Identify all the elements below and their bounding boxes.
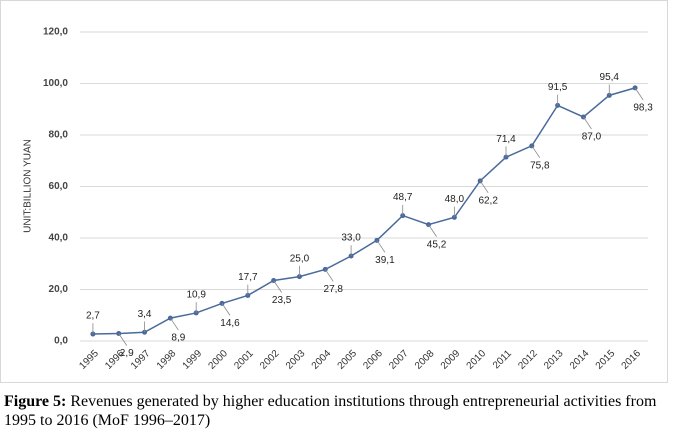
leader-line (634, 87, 644, 101)
series-line (92, 87, 636, 335)
leader-line (324, 269, 334, 282)
data-label: 8,9 (171, 333, 185, 344)
y-tick-label: 120,0 (43, 27, 68, 38)
y-tick-label: 100,0 (43, 78, 68, 89)
chart-border (0, 0, 668, 383)
data-label: 45,2 (427, 239, 447, 250)
leader-line (221, 303, 231, 316)
data-label: 3,4 (138, 309, 152, 320)
data-label: 48,0 (445, 194, 465, 205)
data-label: 17,7 (238, 272, 258, 283)
y-tick-label: 80,0 (49, 130, 69, 141)
data-label: 33,0 (341, 233, 361, 244)
caption-text: Revenues generated by higher education i… (4, 393, 657, 429)
y-tick-label: 20,0 (49, 284, 69, 295)
data-label: 14,6 (220, 318, 240, 329)
y-tick-label: 0,0 (54, 336, 68, 347)
data-label: 27,8 (324, 284, 344, 295)
data-label: 23,5 (272, 295, 292, 306)
data-label: 98,3 (633, 103, 653, 114)
y-tick-label: 40,0 (49, 233, 69, 244)
data-label: 2,7 (86, 311, 100, 322)
chart: UNIT:BILLION YUAN 0,0 20,0 40,0 60,0 80,0 100… (0, 0, 668, 383)
data-label: 39,1 (375, 255, 395, 266)
y-axis-title: UNIT:BILLION YUAN (23, 139, 34, 233)
data-label: 2,9 (120, 348, 134, 359)
data-label: 87,0 (582, 132, 602, 143)
data-label: 91,5 (548, 82, 568, 93)
leader-line (273, 280, 282, 293)
leader-line (118, 333, 128, 346)
data-label: 71,4 (496, 134, 516, 145)
leader-line (531, 145, 541, 159)
caption-label: Figure 5: (4, 393, 67, 410)
caption: Figure 5: Revenues generated by higher e… (4, 392, 679, 430)
y-tick-label: 60,0 (49, 181, 69, 192)
leader-line (428, 224, 437, 237)
leader-line (376, 240, 386, 253)
leader-line (583, 116, 592, 130)
data-label: 95,4 (600, 72, 620, 83)
data-label: 62,2 (478, 195, 498, 206)
leader-line (170, 317, 179, 331)
leader-line (479, 180, 489, 194)
data-label: 25,0 (290, 253, 310, 264)
data-label: 48,7 (393, 192, 413, 203)
data-label: 75,8 (530, 160, 550, 171)
data-label: 10,9 (186, 290, 206, 301)
